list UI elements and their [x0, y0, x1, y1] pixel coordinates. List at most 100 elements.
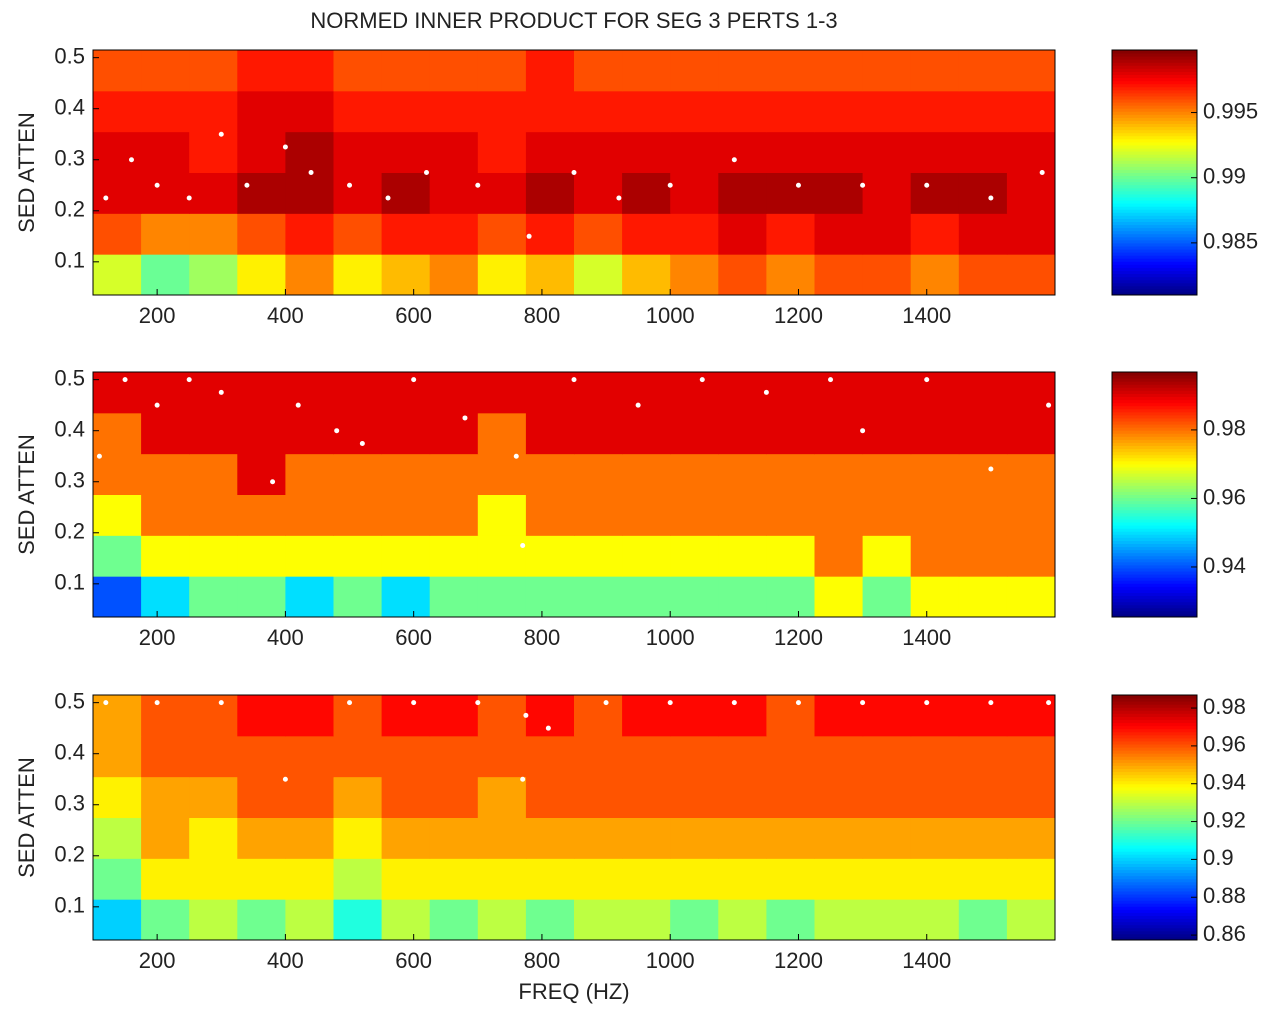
colorbar-strip	[1112, 148, 1197, 152]
colorbar-strip	[1112, 387, 1197, 391]
max-point	[523, 712, 529, 718]
heatmap-cell	[381, 899, 431, 941]
colorbar-strip	[1112, 111, 1197, 115]
colorbar-strip	[1112, 414, 1197, 419]
colorbar-strip	[1112, 65, 1197, 69]
heatmap-cell	[237, 412, 286, 455]
colorbar-strip	[1112, 710, 1197, 714]
colorbar-strip	[1112, 704, 1197, 708]
heatmap-cell	[766, 695, 815, 737]
colorbar-strip	[1112, 695, 1197, 699]
colorbar-strip	[1112, 789, 1197, 794]
max-point	[186, 377, 192, 383]
y-tick-label: 0.2	[54, 519, 85, 544]
heatmap-cell	[429, 735, 479, 778]
max-point	[924, 182, 930, 188]
axes-frame	[92, 49, 1056, 296]
heatmap-cell	[910, 494, 960, 536]
heatmap-cell	[574, 412, 623, 455]
colorbar-strip	[1112, 592, 1197, 597]
colorbar-strip	[1112, 221, 1197, 226]
colorbar-strip	[1112, 558, 1197, 563]
colorbar-strip	[1112, 552, 1197, 557]
heatmap-cell	[285, 90, 334, 133]
colorbar-strip	[1112, 80, 1197, 85]
heatmap-cell	[381, 131, 431, 173]
colorbar-strip	[1112, 719, 1197, 724]
heatmap-cell	[381, 412, 431, 455]
max-point	[103, 700, 109, 706]
heatmap-cell	[1006, 817, 1056, 859]
max-point	[667, 700, 673, 706]
colorbar-strip	[1112, 747, 1197, 751]
heatmap-cell	[670, 735, 719, 778]
heatmap-cell	[862, 254, 912, 296]
heatmap-cell	[718, 735, 767, 778]
colorbar-strip	[1112, 89, 1197, 94]
heatmap-cell	[141, 776, 190, 818]
heatmap-cell	[477, 213, 527, 255]
colorbar-strip	[1112, 577, 1197, 581]
colorbar-strip	[1112, 613, 1197, 618]
heatmap-cell	[525, 735, 575, 778]
max-point	[988, 195, 994, 201]
colorbar-strip	[1112, 768, 1197, 773]
heatmap-cell	[285, 213, 334, 255]
colorbar-strip	[1112, 740, 1197, 745]
y-tick-label: 0.5	[54, 365, 85, 390]
colorbar-strip	[1112, 744, 1197, 748]
heatmap-cell	[574, 172, 623, 214]
heatmap-cell	[814, 858, 864, 900]
colorbar-strip	[1112, 780, 1197, 785]
colorbar-strip	[1112, 463, 1197, 468]
max-point	[513, 453, 519, 459]
colorbar-strip	[1112, 482, 1197, 486]
x-tick-label: 800	[524, 303, 561, 328]
x-tick-label: 1000	[646, 303, 695, 328]
colorbar-strip	[1112, 427, 1197, 431]
heatmap-cell	[141, 735, 190, 778]
colorbar-strip	[1112, 823, 1197, 828]
colorbar-strip	[1112, 53, 1197, 57]
colorbar-strip	[1112, 750, 1197, 754]
colorbar-strip	[1112, 488, 1197, 492]
heatmap-cell	[525, 576, 575, 618]
colorbar-strip	[1112, 805, 1197, 809]
heatmap-cell	[141, 817, 190, 859]
heatmap-cell	[189, 254, 238, 296]
heatmap-cell	[93, 254, 142, 296]
heatmap-cell	[285, 899, 334, 941]
heatmap-cell	[141, 172, 190, 214]
heatmap-cell	[429, 372, 479, 414]
colorbar-strip	[1112, 479, 1197, 483]
colorbar-strip	[1112, 276, 1197, 281]
colorbar-strip	[1112, 405, 1197, 410]
heatmap-cell	[574, 372, 623, 414]
heatmap-cell	[285, 776, 334, 818]
heatmap-cell	[862, 776, 912, 818]
heatmap-cell	[670, 90, 719, 133]
colorbar-strip	[1112, 451, 1197, 456]
colorbar-strip	[1112, 568, 1197, 572]
max-point	[860, 182, 866, 188]
x-tick-label: 1400	[902, 625, 951, 650]
heatmap-cell	[718, 372, 767, 414]
heatmap-cell	[429, 535, 479, 577]
heatmap-cell	[285, 372, 334, 414]
heatmap-cell	[477, 899, 527, 941]
max-point	[244, 182, 250, 188]
heatmap-cell	[1006, 576, 1056, 618]
heatmap-cell	[477, 254, 527, 296]
heatmap-cell	[93, 172, 142, 214]
max-point	[699, 377, 705, 383]
colorbar-strip	[1112, 555, 1197, 560]
y-tick-label: 0.5	[54, 43, 85, 68]
colorbar-strip	[1112, 734, 1197, 739]
heatmap-cell	[429, 817, 479, 859]
colorbar-strip	[1112, 728, 1197, 733]
heatmap-cell	[1006, 90, 1056, 133]
heatmap-cell	[525, 213, 575, 255]
colorbar-strip	[1112, 485, 1197, 489]
heatmap-cell	[477, 90, 527, 133]
heatmap-cell	[910, 817, 960, 859]
